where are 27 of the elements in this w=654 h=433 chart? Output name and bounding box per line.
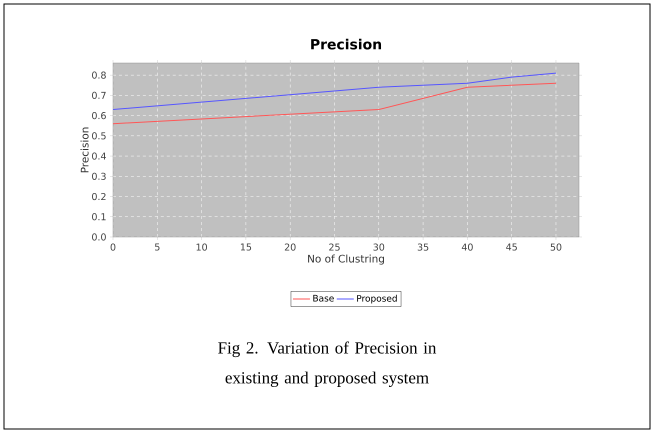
x-tick-label: 15 <box>240 244 252 251</box>
x-tick-label: 10 <box>196 244 207 251</box>
caption: Fig 2. Variation of Precision in existing and proposed system <box>218 342 436 387</box>
x-tick-label: 20 <box>284 244 296 251</box>
y-tick-label: 0.3 <box>92 172 106 180</box>
x-tick-label: 0 <box>110 244 116 251</box>
legend-label: Base <box>313 294 334 302</box>
y-tick-label: 0.5 <box>92 132 106 140</box>
x-tick-label: 40 <box>462 244 473 251</box>
x-tick-label: 50 <box>550 244 562 251</box>
x-tick-label: 5 <box>155 244 160 251</box>
line-series <box>113 72 556 110</box>
x-tick-label: 30 <box>373 244 384 251</box>
y-tick-label: 0.6 <box>92 112 106 120</box>
x-axis-title: No of Clustring <box>308 254 384 265</box>
x-tick-label: 45 <box>506 244 517 251</box>
x-tick-label: 25 <box>329 244 340 251</box>
chart-title: Precision <box>311 38 382 50</box>
y-tick-label: 0.1 <box>92 213 106 220</box>
y-tick-label: 0.0 <box>92 233 106 241</box>
y-tick-label: 0.8 <box>92 72 106 79</box>
legend-label: Proposed <box>357 294 397 304</box>
x-tick-label: 35 <box>418 244 428 251</box>
y-tick-label: 0.7 <box>92 92 106 99</box>
y-axis-title: Precision <box>80 128 89 172</box>
y-tick-label: 0.4 <box>92 152 106 160</box>
y-tick-label: 0.2 <box>92 192 106 200</box>
